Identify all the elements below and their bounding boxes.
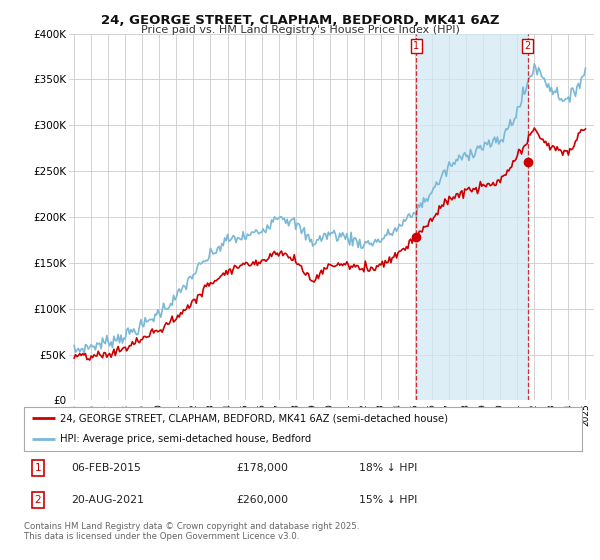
Text: £178,000: £178,000 bbox=[236, 463, 288, 473]
Text: 1: 1 bbox=[35, 463, 41, 473]
Text: Price paid vs. HM Land Registry's House Price Index (HPI): Price paid vs. HM Land Registry's House … bbox=[140, 25, 460, 35]
Text: 20-AUG-2021: 20-AUG-2021 bbox=[71, 495, 145, 505]
Text: 18% ↓ HPI: 18% ↓ HPI bbox=[359, 463, 417, 473]
Text: 06-FEB-2015: 06-FEB-2015 bbox=[71, 463, 142, 473]
Text: 15% ↓ HPI: 15% ↓ HPI bbox=[359, 495, 417, 505]
Text: HPI: Average price, semi-detached house, Bedford: HPI: Average price, semi-detached house,… bbox=[60, 435, 311, 445]
Text: Contains HM Land Registry data © Crown copyright and database right 2025.
This d: Contains HM Land Registry data © Crown c… bbox=[24, 522, 359, 542]
Text: 24, GEORGE STREET, CLAPHAM, BEDFORD, MK41 6AZ: 24, GEORGE STREET, CLAPHAM, BEDFORD, MK4… bbox=[101, 14, 499, 27]
Text: 2: 2 bbox=[35, 495, 41, 505]
Text: 1: 1 bbox=[413, 41, 419, 51]
Bar bbox=[416, 34, 528, 400]
Text: £260,000: £260,000 bbox=[236, 495, 288, 505]
Text: 24, GEORGE STREET, CLAPHAM, BEDFORD, MK41 6AZ (semi-detached house): 24, GEORGE STREET, CLAPHAM, BEDFORD, MK4… bbox=[60, 413, 448, 423]
Text: 2: 2 bbox=[525, 41, 531, 51]
